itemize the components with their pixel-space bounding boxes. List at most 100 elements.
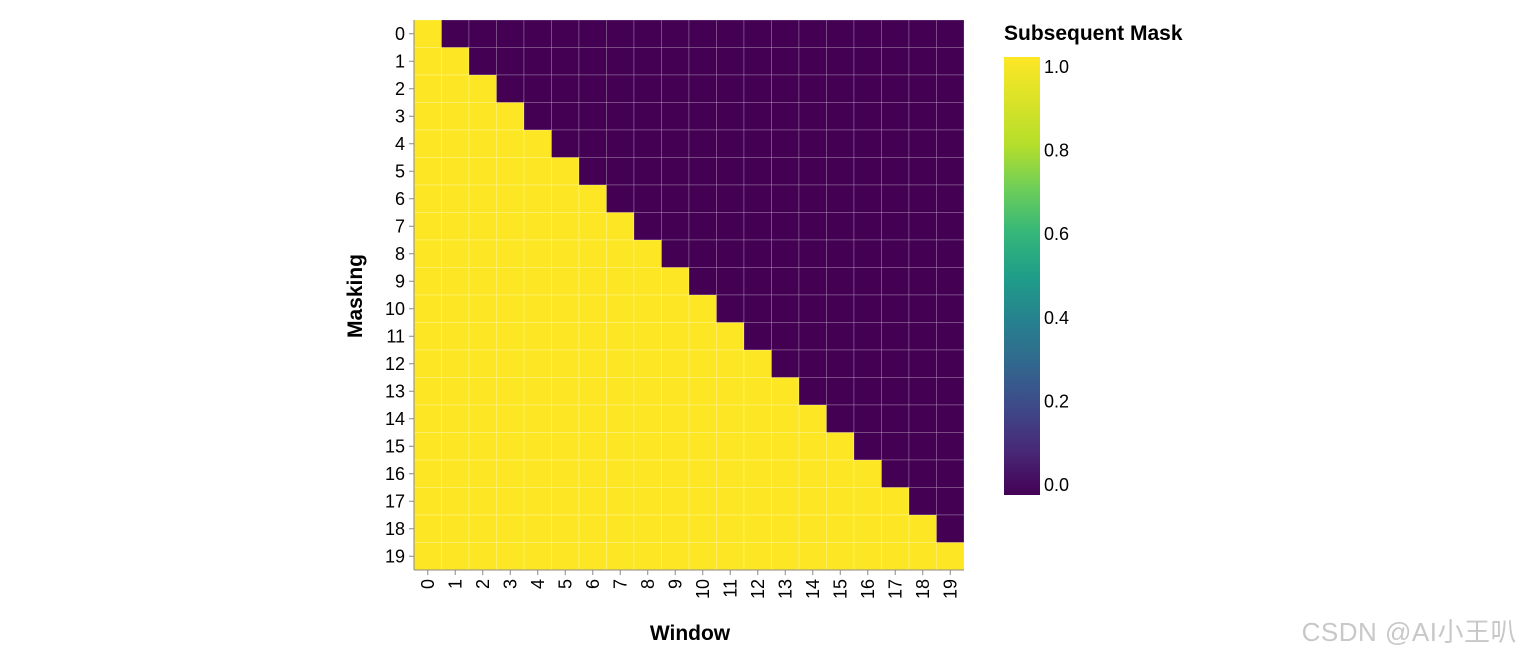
- x-tick-label: 12: [748, 579, 768, 599]
- heatmap-cell: [441, 404, 470, 433]
- heatmap-cell: [606, 459, 635, 488]
- heatmap-cell: [936, 404, 965, 433]
- heatmap-cell: [578, 184, 607, 213]
- heatmap-cell: [743, 349, 772, 378]
- heatmap-cell: [551, 459, 580, 488]
- heatmap-cell: [496, 239, 525, 268]
- heatmap-cell: [578, 432, 607, 461]
- heatmap-cell: [496, 267, 525, 296]
- heatmap-cell: [908, 404, 937, 433]
- y-tick-label: 6: [395, 189, 405, 209]
- heatmap-cell: [716, 349, 745, 378]
- heatmap-cell: [413, 349, 442, 378]
- heatmap-cell: [523, 487, 552, 516]
- y-tick-label: 7: [395, 216, 405, 236]
- heatmap-cell: [853, 294, 882, 323]
- heatmap-cell: [936, 47, 965, 76]
- heatmap-cell: [743, 74, 772, 103]
- heatmap-cell: [798, 514, 827, 543]
- heatmap-cell: [771, 239, 800, 268]
- heatmap-cell: [688, 514, 717, 543]
- heatmap-cell: [468, 267, 497, 296]
- heatmap-cell: [881, 47, 910, 76]
- heatmap-cell: [413, 294, 442, 323]
- x-axis-title: Window: [650, 622, 731, 645]
- heatmap-cell: [826, 239, 855, 268]
- heatmap-cell: [908, 184, 937, 213]
- heatmap-cell: [908, 102, 937, 131]
- heatmap-cell: [853, 432, 882, 461]
- heatmap-cell: [881, 377, 910, 406]
- heatmap-cell: [771, 542, 800, 571]
- heatmap-cell: [496, 157, 525, 186]
- heatmap-cell: [771, 19, 800, 48]
- heatmap-cell: [881, 432, 910, 461]
- heatmap-cell: [441, 102, 470, 131]
- legend-tick-label: 0.2: [1044, 391, 1069, 411]
- heatmap-cell: [936, 322, 965, 351]
- legend-color-bar: [1004, 57, 1040, 495]
- heatmap-cell: [798, 487, 827, 516]
- heatmap-cell: [853, 212, 882, 241]
- heatmap-cell: [413, 542, 442, 571]
- heatmap-cell: [523, 459, 552, 488]
- heatmap-cell: [853, 459, 882, 488]
- heatmap-cell: [716, 184, 745, 213]
- x-tick-label: 17: [885, 579, 905, 599]
- heatmap-cell: [468, 212, 497, 241]
- heatmap-cell: [523, 19, 552, 48]
- heatmap-cell: [606, 432, 635, 461]
- heatmap-cell: [826, 514, 855, 543]
- heatmap-cell: [551, 239, 580, 268]
- heatmap-cell: [743, 432, 772, 461]
- heatmap-cell: [908, 377, 937, 406]
- heatmap-cell: [936, 459, 965, 488]
- heatmap-cell: [578, 267, 607, 296]
- heatmap-cell: [798, 129, 827, 158]
- heatmap-cell: [771, 377, 800, 406]
- heatmap-cell: [798, 377, 827, 406]
- x-tick-label: 8: [638, 579, 658, 589]
- heatmap-cell: [853, 542, 882, 571]
- heatmap-cell: [606, 19, 635, 48]
- heatmap-cell: [936, 74, 965, 103]
- heatmap-cell: [523, 432, 552, 461]
- watermark: CSDN @AI小王叭: [1301, 617, 1517, 647]
- heatmap-cell: [716, 102, 745, 131]
- heatmap-cell: [798, 432, 827, 461]
- y-tick-label: 1: [395, 51, 405, 71]
- heatmap-cell: [633, 487, 662, 516]
- heatmap-cell: [496, 102, 525, 131]
- y-tick-label: 2: [395, 79, 405, 99]
- heatmap-cell: [881, 129, 910, 158]
- heatmap-cell: [468, 542, 497, 571]
- heatmap-cell: [551, 294, 580, 323]
- heatmap-cell: [826, 294, 855, 323]
- heatmap-cell: [551, 129, 580, 158]
- heatmap-cell: [633, 212, 662, 241]
- heatmap-cell: [578, 377, 607, 406]
- heatmap-cell: [468, 19, 497, 48]
- heatmap-cell: [853, 19, 882, 48]
- heatmap-cell: [551, 74, 580, 103]
- heatmap-cell: [441, 74, 470, 103]
- heatmap-cell: [661, 404, 690, 433]
- heatmap-cell: [716, 514, 745, 543]
- heatmap-cell: [826, 349, 855, 378]
- heatmap-cell: [881, 212, 910, 241]
- heatmap-cell: [908, 129, 937, 158]
- heatmap-cell: [551, 102, 580, 131]
- heatmap-cell: [688, 377, 717, 406]
- heatmap-cell: [908, 47, 937, 76]
- heatmap-cell: [771, 349, 800, 378]
- heatmap-cell: [716, 322, 745, 351]
- heatmap-cell: [468, 404, 497, 433]
- heatmap-cell: [936, 19, 965, 48]
- heatmap-cell: [743, 212, 772, 241]
- heatmap-cell: [523, 184, 552, 213]
- heatmap-cell: [771, 294, 800, 323]
- x-tick-label: 14: [803, 579, 823, 599]
- heatmap-cell: [441, 514, 470, 543]
